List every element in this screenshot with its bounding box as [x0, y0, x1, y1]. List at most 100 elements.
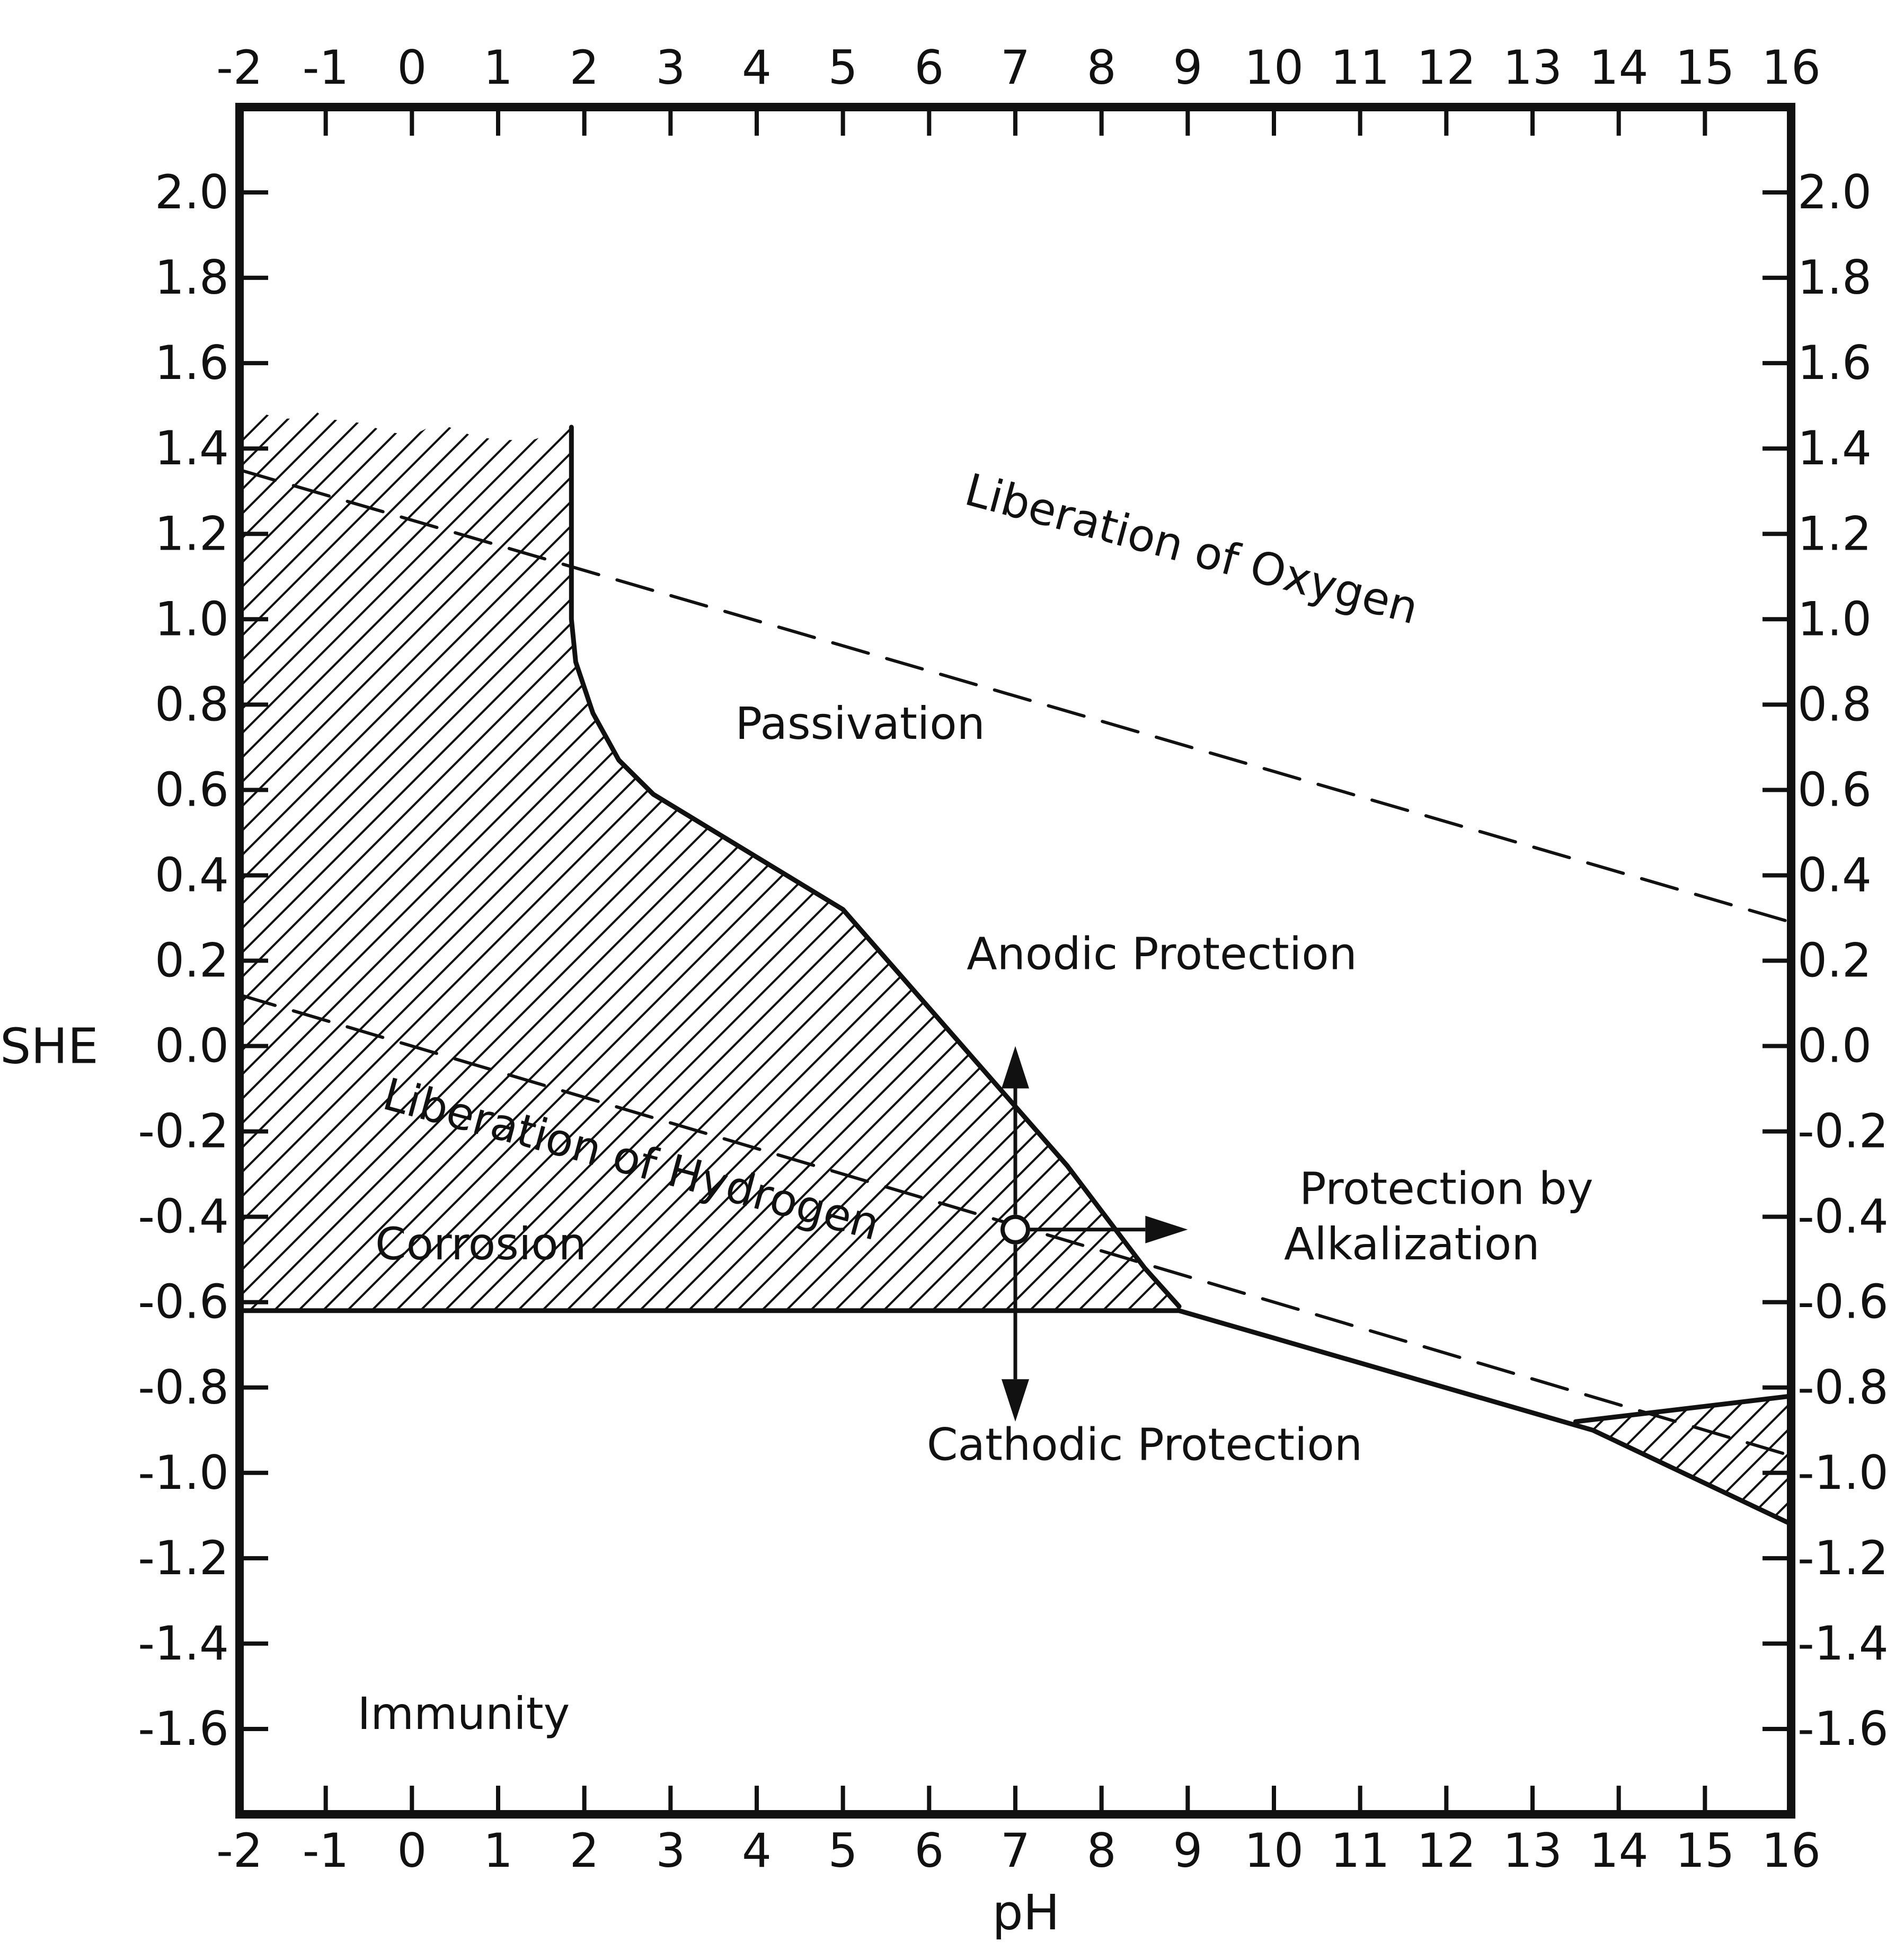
x-tick-label-top: 7	[1000, 40, 1030, 95]
y-tick-label-right: 0.8	[1797, 677, 1872, 731]
y-tick-label-left: 0.2	[155, 933, 229, 988]
x-tick-label-bottom: 12	[1416, 1823, 1476, 1878]
y-tick-label-right: 1.8	[1797, 250, 1872, 305]
y-tick-label-left: 0.6	[155, 762, 229, 817]
x-tick-label-top: 12	[1416, 40, 1476, 95]
x-tick-label-top: 0	[397, 40, 427, 95]
x-tick-label-bottom: 13	[1503, 1823, 1562, 1878]
y-tick-label-right: 1.2	[1797, 506, 1872, 561]
y-tick-label-left: -1.0	[138, 1445, 229, 1500]
tick-labels-layer: -2-2-1-100112233445566778899101011111212…	[138, 40, 1888, 1878]
x-tick-label-top: -1	[303, 40, 349, 95]
x-tick-label-bottom: 11	[1331, 1823, 1390, 1878]
y-tick-label-left: -0.8	[138, 1360, 229, 1415]
y-tick-label-left: 0.0	[155, 1019, 229, 1073]
y-tick-label-right: -0.6	[1797, 1275, 1889, 1329]
regions-layer	[240, 405, 1791, 1524]
x-tick-label-bottom: 9	[1173, 1823, 1202, 1878]
x-tick-label-top: 1	[483, 40, 513, 95]
y-tick-label-left: 1.8	[155, 250, 229, 305]
y-tick-label-left: 0.8	[155, 677, 229, 731]
protection-by-label: Protection by	[1299, 1162, 1593, 1214]
liberation-oxygen-label: Liberation of Oxygen	[960, 463, 1424, 634]
y-tick-label-right: 0.2	[1797, 933, 1872, 988]
x-tick-label-top: 5	[828, 40, 858, 95]
oxygen-line	[238, 468, 1793, 924]
x-tick-label-bottom: 8	[1087, 1823, 1117, 1878]
y-tick-label-left: -1.4	[138, 1616, 229, 1671]
x-tick-label-top: 11	[1331, 40, 1390, 95]
y-tick-label-right: -1.2	[1797, 1531, 1889, 1585]
x-tick-label-bottom: 14	[1589, 1823, 1649, 1878]
y-tick-label-left: -1.2	[138, 1531, 229, 1585]
y-tick-label-left: -0.2	[138, 1104, 229, 1159]
region-corrosion-right	[1575, 1396, 1791, 1524]
x-tick-label-bottom: 7	[1000, 1823, 1030, 1878]
y-tick-label-left: 0.4	[155, 848, 229, 902]
y-tick-label-right: 1.0	[1797, 592, 1872, 646]
y-tick-label-left: -0.4	[138, 1189, 229, 1244]
y-axis-title: SHE	[0, 1018, 99, 1075]
y-tick-label-right: -1.0	[1797, 1445, 1889, 1500]
y-tick-label-right: -0.2	[1797, 1104, 1889, 1159]
immunity-label: Immunity	[357, 1688, 570, 1740]
x-tick-label-top: 6	[914, 40, 944, 95]
x-tick-label-top: 14	[1589, 40, 1649, 95]
x-tick-label-top: 3	[656, 40, 685, 95]
x-tick-label-bottom: -1	[303, 1823, 349, 1878]
x-tick-label-bottom: -2	[216, 1823, 263, 1878]
y-tick-label-right: -0.8	[1797, 1360, 1889, 1415]
x-tick-label-bottom: 5	[828, 1823, 858, 1878]
x-axis-title: pH	[992, 1884, 1060, 1941]
arrow-up-head	[1002, 1046, 1029, 1089]
immunity-boundary-line	[237, 1308, 1794, 1527]
x-tick-label-top: 16	[1761, 40, 1821, 95]
x-tick-label-top: 10	[1244, 40, 1304, 95]
passivation-boundary-line	[569, 425, 1182, 1309]
arrow-down-head	[1002, 1379, 1029, 1422]
y-tick-label-left: 1.2	[155, 506, 229, 561]
x-tick-label-bottom: 0	[397, 1823, 427, 1878]
x-tick-label-top: 4	[742, 40, 772, 95]
y-tick-label-right: 0.4	[1797, 848, 1872, 902]
x-tick-label-top: -2	[216, 40, 263, 95]
x-tick-label-top: 13	[1503, 40, 1562, 95]
x-tick-label-bottom: 1	[483, 1823, 513, 1878]
y-tick-label-left: 1.6	[155, 336, 229, 390]
x-tick-label-top: 8	[1087, 40, 1117, 95]
x-tick-label-bottom: 10	[1244, 1823, 1304, 1878]
corrosion-label: Corrosion	[375, 1218, 587, 1270]
y-tick-label-left: 2.0	[155, 165, 229, 219]
ticks-layer	[237, 107, 1793, 1814]
x-tick-label-top: 9	[1173, 40, 1202, 95]
y-tick-label-left: -1.6	[138, 1701, 229, 1756]
y-tick-label-left: 1.4	[155, 421, 229, 475]
x-tick-label-top: 15	[1675, 40, 1734, 95]
passivation-label: Passivation	[736, 698, 985, 749]
y-tick-label-right: 1.4	[1797, 421, 1872, 475]
region-corrosion-left	[240, 405, 1180, 1311]
x-tick-label-bottom: 2	[570, 1823, 599, 1878]
y-tick-label-right: 1.6	[1797, 336, 1872, 390]
arrow-right-head	[1145, 1215, 1188, 1243]
arrow-origin-circle	[1000, 1214, 1030, 1245]
y-tick-label-right: 2.0	[1797, 165, 1872, 219]
y-tick-label-left: -0.6	[138, 1275, 229, 1329]
x-tick-label-top: 2	[570, 40, 599, 95]
y-tick-label-left: 1.0	[155, 592, 229, 646]
x-tick-label-bottom: 3	[656, 1823, 685, 1878]
arrows-layer	[1000, 1046, 1188, 1422]
y-tick-label-right: -1.6	[1797, 1701, 1889, 1756]
x-tick-label-bottom: 15	[1675, 1823, 1734, 1878]
hface-boundary-line	[1573, 1393, 1794, 1424]
y-tick-label-right: -1.4	[1797, 1616, 1889, 1671]
anodic-protection-label: Anodic Protection	[967, 928, 1357, 980]
y-tick-label-right: 0.0	[1797, 1019, 1872, 1073]
cathodic-protection-label: Cathodic Protection	[927, 1419, 1362, 1471]
x-tick-label-bottom: 6	[914, 1823, 944, 1878]
alkalization-label: Alkalization	[1284, 1218, 1540, 1270]
x-tick-label-bottom: 4	[742, 1823, 772, 1878]
y-tick-label-right: -0.4	[1797, 1189, 1889, 1244]
x-tick-label-bottom: 16	[1761, 1823, 1821, 1878]
